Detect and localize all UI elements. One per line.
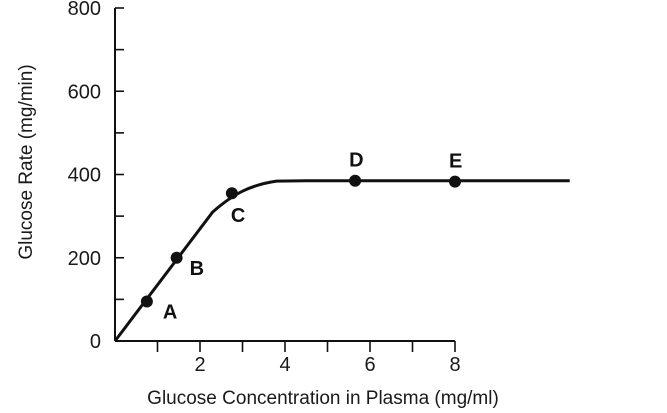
point-label: D xyxy=(349,150,363,172)
y-tick-label: 800 xyxy=(68,0,101,20)
y-tick-label: 200 xyxy=(68,248,101,270)
point-label: A xyxy=(163,301,177,323)
data-points: AB C D E xyxy=(140,150,462,323)
data-point xyxy=(449,175,461,188)
point-label: B xyxy=(190,258,204,280)
axes xyxy=(114,8,455,342)
point-label: E xyxy=(449,151,462,173)
data-point xyxy=(170,251,183,264)
y-tick-label: 600 xyxy=(68,81,101,103)
data-point xyxy=(225,187,238,200)
x-tick-label: 8 xyxy=(449,354,460,376)
x-axis-title: Glucose Concentration in Plasma (mg/ml) xyxy=(147,388,499,409)
series-line xyxy=(113,179,570,342)
x-tick-label: 2 xyxy=(194,354,205,376)
tick-labels: 0 200 400 600 800 2 4 6 8 xyxy=(68,0,461,376)
point-label: C xyxy=(231,205,245,227)
x-tick-label: 4 xyxy=(279,354,290,376)
data-point xyxy=(140,295,153,308)
data-point xyxy=(349,174,362,187)
y-axis-title: Glucose Rate (mg/min) xyxy=(16,64,37,259)
ticks xyxy=(115,7,456,352)
x-tick-label: 6 xyxy=(364,354,375,376)
y-tick-label: 400 xyxy=(68,165,101,187)
y-tick-label: 0 xyxy=(90,331,101,353)
